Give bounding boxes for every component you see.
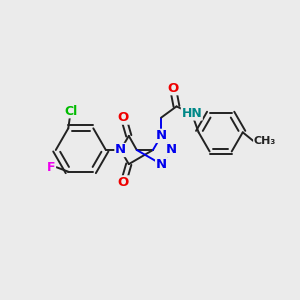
Text: Cl: Cl <box>64 105 78 118</box>
Text: N: N <box>156 158 167 171</box>
Text: N: N <box>166 143 177 157</box>
Text: N: N <box>115 143 126 157</box>
Text: O: O <box>118 176 129 189</box>
Text: HN: HN <box>182 107 202 120</box>
Text: N: N <box>156 129 167 142</box>
Text: F: F <box>47 161 56 174</box>
Text: O: O <box>167 82 178 95</box>
Text: O: O <box>118 111 129 124</box>
Text: CH₃: CH₃ <box>254 136 276 146</box>
